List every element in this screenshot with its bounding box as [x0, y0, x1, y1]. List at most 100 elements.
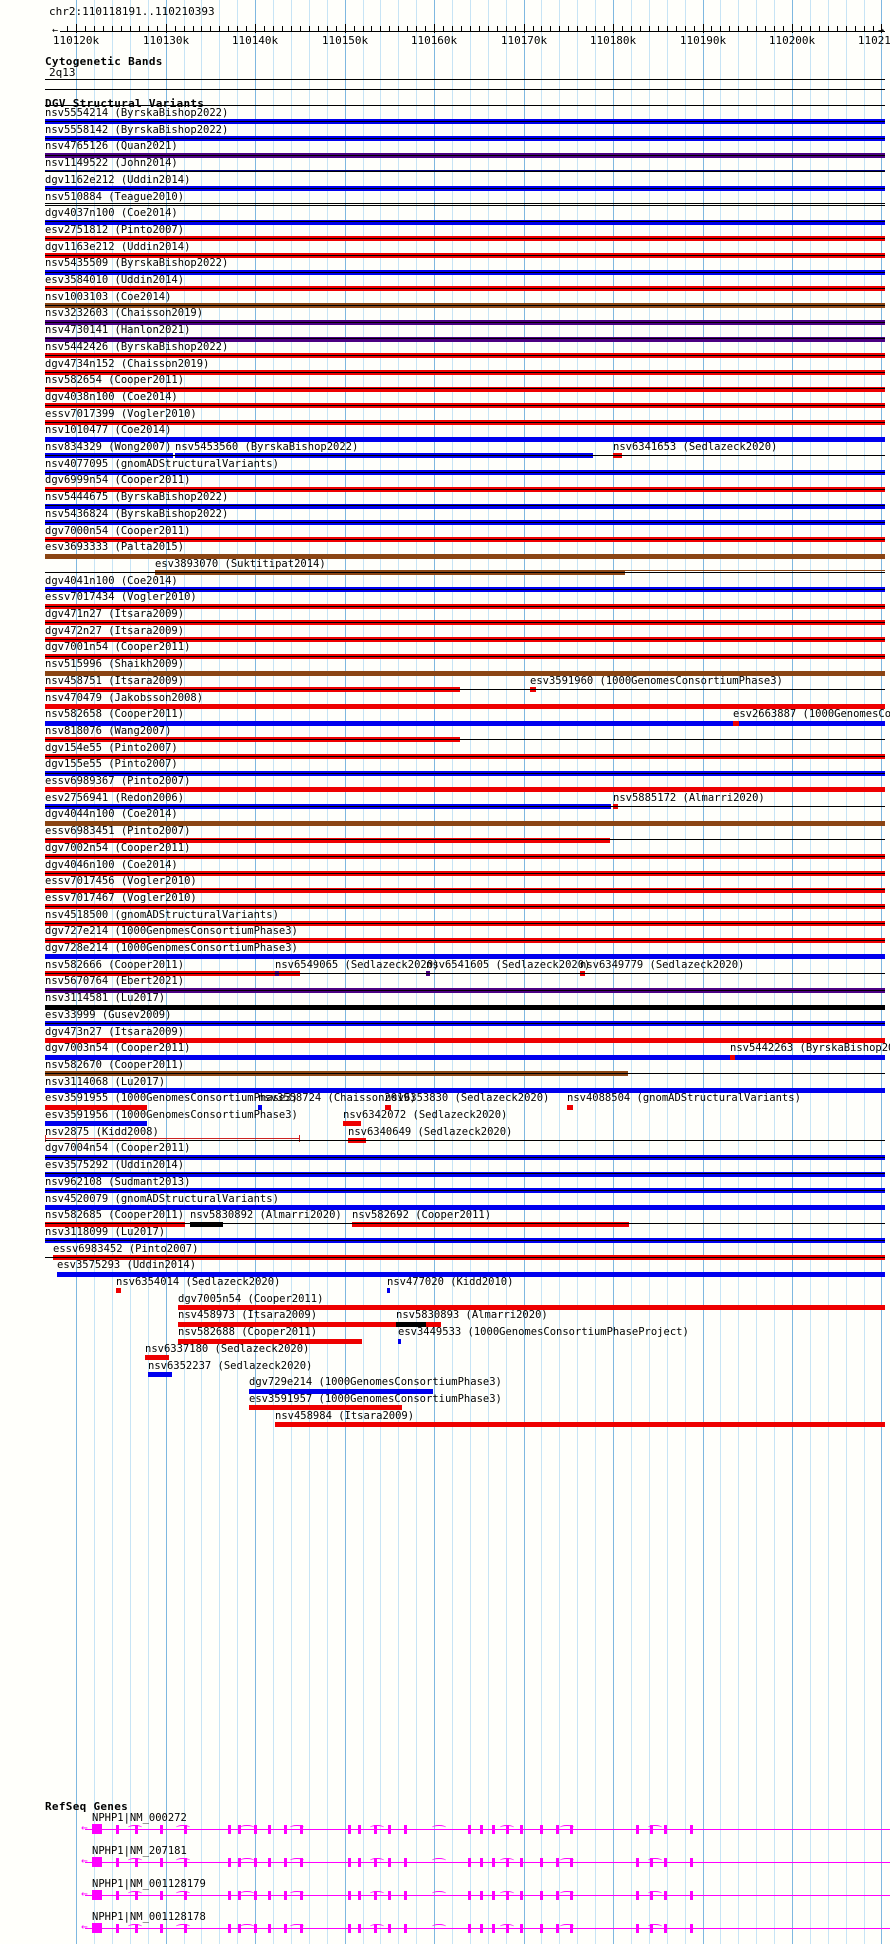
variant-label[interactable]: nsv515996 (Shaikh2009): [45, 658, 185, 671]
gene-exon[interactable]: [468, 1825, 471, 1834]
variant-label[interactable]: nsv5670764 (Ebert2021): [45, 975, 185, 988]
gene-exon[interactable]: [348, 1891, 351, 1900]
variant-label[interactable]: essv6989367 (Pinto2007): [45, 775, 191, 787]
variant-label[interactable]: nsv834329 (Wong2007): [45, 441, 172, 453]
gene-exon[interactable]: [116, 1891, 119, 1900]
gene-exon[interactable]: [254, 1825, 257, 1834]
gene-exon[interactable]: [160, 1891, 163, 1900]
gene-exon[interactable]: [238, 1891, 241, 1900]
gene-exon[interactable]: [358, 1891, 361, 1900]
variant-label[interactable]: esv3584010 (Uddin2014): [45, 274, 185, 286]
gene-exon[interactable]: [92, 1824, 102, 1834]
variant-feature-bar[interactable]: [45, 703, 885, 709]
variant-label[interactable]: nsv3114068 (Lu2017): [45, 1075, 166, 1088]
gene-exon[interactable]: [348, 1858, 351, 1867]
gene-exon[interactable]: [636, 1891, 639, 1900]
gene-exon[interactable]: [284, 1825, 287, 1834]
gene-exon[interactable]: [480, 1858, 483, 1867]
variant-feature-bar[interactable]: [45, 1121, 147, 1127]
variant-feature-bar[interactable]: [45, 436, 885, 442]
gene-exon[interactable]: [492, 1858, 495, 1867]
gene-exon[interactable]: [388, 1924, 391, 1933]
gene-exon[interactable]: [268, 1924, 271, 1933]
variant-label[interactable]: dgv7004n54 (Cooper2011): [45, 1142, 191, 1155]
gene-exon[interactable]: [268, 1858, 271, 1867]
variant-label[interactable]: nsv6354014 (Sedlazeck2020): [116, 1276, 281, 1288]
gene-transcript-label[interactable]: NPHP1|NM_001128179: [92, 1878, 206, 1890]
gene-exon[interactable]: [228, 1825, 231, 1834]
gene-exon[interactable]: [404, 1924, 407, 1933]
variant-label[interactable]: nsv1010477 (Coe2014): [45, 424, 172, 437]
variant-label[interactable]: esv3575293 (Uddin2014): [57, 1259, 197, 1272]
variant-label[interactable]: dgv4044n100 (Coe2014): [45, 808, 178, 821]
gene-exon[interactable]: [520, 1825, 523, 1834]
variant-label[interactable]: esv33999 (Gusev2009): [45, 1008, 172, 1021]
gene-exon[interactable]: [404, 1825, 407, 1834]
genome-coordinate-ruler[interactable]: chr2:110118191..110210393 ← → 110120k110…: [0, 0, 890, 47]
variant-label[interactable]: nsv4518500 (gnomADStructuralVariants): [45, 908, 279, 921]
gene-exon[interactable]: [492, 1891, 495, 1900]
variant-label[interactable]: nsv4520079 (gnomADStructuralVariants): [45, 1192, 279, 1205]
gene-exon[interactable]: [404, 1858, 407, 1867]
gene-exon[interactable]: [116, 1858, 119, 1867]
gene-exon[interactable]: [284, 1891, 287, 1900]
gene-exon[interactable]: [358, 1924, 361, 1933]
variant-label[interactable]: nsv962108 (Sudmant2013): [45, 1175, 191, 1188]
gene-exon[interactable]: [284, 1858, 287, 1867]
variant-label[interactable]: dgv4734n152 (Chaisson2019): [45, 357, 210, 370]
gene-exon[interactable]: [228, 1891, 231, 1900]
variant-label[interactable]: nsv818076 (Wang2007): [45, 724, 172, 737]
gene-exon[interactable]: [268, 1825, 271, 1834]
variant-label[interactable]: nsv3118099 (Lu2017): [45, 1225, 166, 1238]
variant-label[interactable]: esv3575292 (Uddin2014): [45, 1159, 185, 1172]
variant-feature-bar[interactable]: [343, 1121, 361, 1127]
gene-exon[interactable]: [664, 1891, 667, 1900]
variant-label[interactable]: essv7017467 (Vogler2010): [45, 891, 197, 904]
variant-label[interactable]: nsv5435509 (ByrskaBishop2022): [45, 257, 229, 270]
variant-label[interactable]: nsv582658 (Cooper2011): [45, 708, 185, 721]
gene-exon[interactable]: [664, 1924, 667, 1933]
gene-exon[interactable]: [116, 1924, 119, 1933]
variant-label[interactable]: nsv5453560 (ByrskaBishop2022): [175, 441, 359, 453]
gene-exon[interactable]: [690, 1891, 693, 1900]
gene-exon[interactable]: [388, 1891, 391, 1900]
variant-label[interactable]: nsv3232603 (Chaisson2019): [45, 307, 204, 320]
variant-feature-bar[interactable]: [45, 720, 885, 726]
variant-feature-bar[interactable]: [178, 1305, 885, 1311]
variant-feature-bar[interactable]: [733, 720, 739, 726]
gene-exon[interactable]: [468, 1924, 471, 1933]
variant-feature-bar[interactable]: [45, 1088, 885, 1093]
variant-label[interactable]: dgv472n27 (Itsara2009): [45, 624, 185, 637]
gene-exon[interactable]: [480, 1825, 483, 1834]
gene-exon[interactable]: [160, 1825, 163, 1834]
variant-feature-bar[interactable]: [249, 1405, 402, 1411]
variant-label[interactable]: esv3591956 (1000GenomesConsortiumPhase3): [45, 1109, 298, 1121]
variant-label[interactable]: dgv4046n100 (Coe2014): [45, 858, 178, 871]
variant-feature-bar[interactable]: [275, 1422, 885, 1427]
variant-feature-bar[interactable]: [398, 1338, 401, 1344]
variant-label[interactable]: nsv5885172 (Almarri2020): [613, 791, 765, 804]
gene-transcript-label[interactable]: NPHP1|NM_000272: [92, 1812, 187, 1824]
variant-label[interactable]: nsv510884 (Teague2010): [45, 190, 185, 203]
variant-label[interactable]: nsv582688 (Cooper2011): [178, 1326, 318, 1339]
gene-exon[interactable]: [160, 1924, 163, 1933]
variant-feature-bar[interactable]: [45, 1204, 885, 1210]
variant-label[interactable]: dgv471n27 (Itsara2009): [45, 608, 185, 620]
variant-label[interactable]: dgv1163e212 (Uddin2014): [45, 240, 191, 253]
variant-label[interactable]: nsv2875 (Kidd2008): [45, 1125, 159, 1138]
gene-exon[interactable]: [556, 1825, 559, 1834]
variant-label[interactable]: dgv1162e212 (Uddin2014): [45, 173, 191, 186]
gene-exon[interactable]: [520, 1924, 523, 1933]
gene-exon[interactable]: [92, 1857, 102, 1867]
variant-label[interactable]: dgv728e214 (1000GenomesConsortiumPhase3): [45, 942, 298, 954]
gene-exon[interactable]: [540, 1825, 543, 1834]
variant-label[interactable]: nsv5444675 (ByrskaBishop2022): [45, 491, 229, 504]
variant-label[interactable]: dgv154e55 (Pinto2007): [45, 741, 178, 754]
variant-label[interactable]: dgv4037n100 (Coe2014): [45, 207, 178, 220]
gene-exon[interactable]: [540, 1891, 543, 1900]
variant-feature-bar[interactable]: [45, 820, 885, 826]
gene-exon[interactable]: [556, 1858, 559, 1867]
variant-label[interactable]: nsv470479 (Jakobsson2008): [45, 691, 204, 704]
variant-feature-bar[interactable]: [258, 1104, 262, 1110]
gene-exon[interactable]: [92, 1923, 102, 1933]
